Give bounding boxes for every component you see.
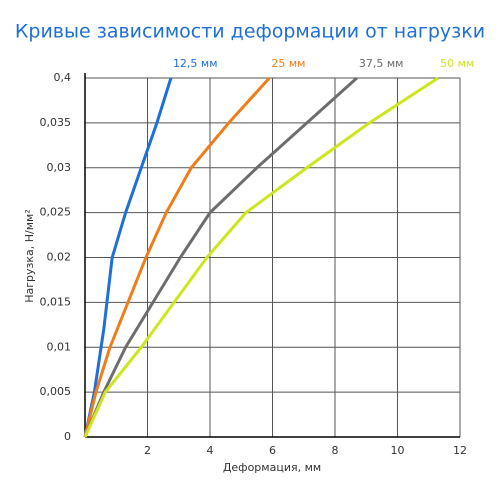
y-tick-label: 0,02 xyxy=(47,251,72,264)
series-line xyxy=(83,76,271,438)
x-tick-label: 12 xyxy=(453,444,467,457)
legend-label: 37,5 мм xyxy=(359,57,404,70)
y-tick-label: 0,005 xyxy=(40,385,72,398)
x-axis-label: Деформация, мм xyxy=(223,461,321,474)
x-tick-label: 4 xyxy=(207,444,214,457)
y-tick-label: 0 xyxy=(64,430,71,443)
y-axis-label: Нагрузка, Н/мм² xyxy=(23,209,36,303)
x-tick-label: 8 xyxy=(332,444,339,457)
y-tick-label: 0,035 xyxy=(40,116,72,129)
y-tick-label: 0,025 xyxy=(40,206,72,219)
series-line xyxy=(83,76,439,438)
y-tick-label: 0,4 xyxy=(54,71,72,84)
y-tick-label: 0,015 xyxy=(40,295,72,308)
legend-label: 50 мм xyxy=(440,57,474,70)
x-tick-label: 6 xyxy=(269,444,276,457)
y-tick-label: 0,01 xyxy=(47,340,72,353)
legend-label: 12,5 мм xyxy=(173,57,218,70)
legend-label: 25 мм xyxy=(271,57,305,70)
chart-title: Кривые зависимости деформации от нагрузк… xyxy=(15,21,485,43)
y-tick-label: 0,03 xyxy=(47,161,72,174)
x-tick-label: 2 xyxy=(144,444,151,457)
x-tick-label: 10 xyxy=(391,444,405,457)
series-line xyxy=(83,76,358,438)
series-line xyxy=(83,77,173,438)
